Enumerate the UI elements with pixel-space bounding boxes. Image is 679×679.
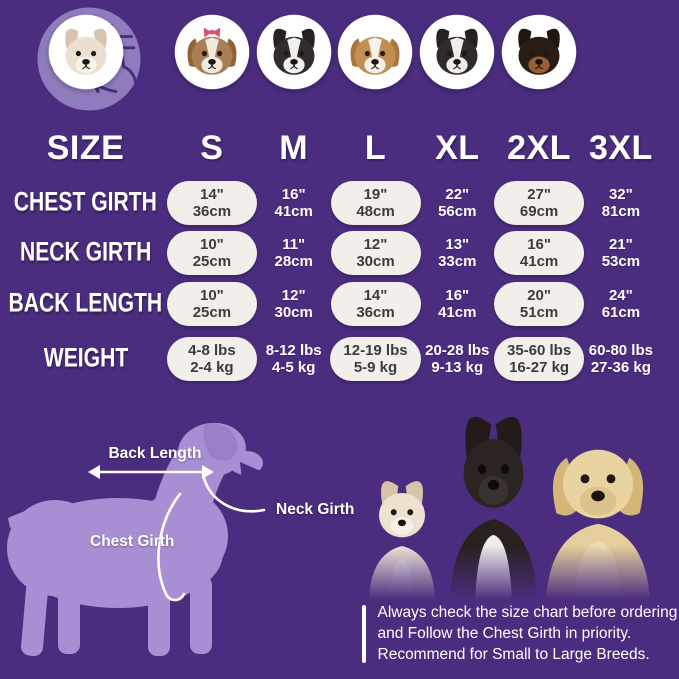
cell-back-s: 10" 25cm: [166, 282, 257, 326]
dog-measurement-diagram: [7, 422, 270, 657]
open-mouth-notch: [240, 462, 270, 481]
cell-neck-3xl: 21" 53cm: [601, 236, 641, 270]
column-header-3xl: 3XL: [588, 128, 653, 167]
beagle-icon: [338, 14, 413, 90]
neck-girth-label: Neck Girth: [276, 501, 355, 518]
cell-weight-xl: 20-28 lbs 9-13 kg: [425, 342, 490, 376]
row-label-back-length: BACK LENGTH: [8, 288, 163, 319]
column-header-m: M: [279, 128, 309, 167]
dog-photo-boston-terrier: [256, 14, 332, 90]
note-accent-bar: [362, 605, 366, 663]
note-line-2: and Follow the Chest Girth in priority.: [377, 625, 632, 642]
chihuahua-icon: [48, 14, 123, 90]
row-label-neck-girth: NECK GIRTH: [19, 237, 152, 268]
neck-girth-curve: [202, 476, 266, 513]
cell-back-3xl: 24" 61cm: [601, 287, 641, 321]
doberman-icon: [501, 14, 577, 90]
dog-photo-border-collie: [419, 14, 495, 90]
cell-chest-xl: 22" 56cm: [438, 186, 477, 220]
cell-neck-m: 11" 28cm: [274, 236, 313, 270]
table-row-back-length: BACK LENGTH 10" 25cm 12" 30cm 14" 36cm 16" 4…: [0, 278, 662, 330]
note-line-3: Recommend for Small to Large Breeds.: [377, 646, 650, 663]
note-line-1: Always check the size chart before order…: [377, 604, 678, 621]
cell-weight-m: 8-12 lbs 4-5 kg: [265, 342, 322, 376]
cell-neck-l: 12" 30cm: [330, 231, 421, 275]
back-length-label: Back Length: [108, 445, 202, 462]
cell-chest-l: 19" 48cm: [330, 181, 421, 225]
arrowhead-left: [88, 465, 100, 479]
shih-tzu-icon: [174, 14, 250, 90]
cell-weight-3xl: 60-80 lbs 27-36 kg: [588, 342, 653, 376]
size-note: Always check the size chart before order…: [362, 602, 677, 665]
cell-back-l: 14" 36cm: [330, 282, 421, 326]
cell-back-2xl: 20" 51cm: [494, 282, 585, 326]
note-text: Always check the size chart before order…: [378, 602, 678, 665]
table-row-chest-girth: CHEST GIRTH 14" 36cm 16" 41cm 19" 48cm 22" 5…: [0, 176, 662, 230]
cell-chest-m: 16" 41cm: [274, 186, 313, 220]
cell-neck-2xl: 16" 41cm: [494, 231, 585, 275]
column-header-xl: XL: [435, 128, 480, 167]
row-label-weight: WEIGHT: [43, 343, 128, 374]
size-corner-label: SIZE: [46, 128, 125, 167]
dog-photo-shih-tzu: [174, 14, 250, 90]
row-label-chest-girth: CHEST GIRTH: [13, 187, 158, 218]
cell-weight-2xl: 35-60 lbs 16-27 kg: [493, 337, 585, 381]
arrowhead-right: [202, 465, 214, 479]
breed-photo-row: [0, 14, 662, 90]
column-header-2xl: 2XL: [507, 128, 572, 167]
dog-ear-shape: [203, 423, 238, 461]
table-row-neck-girth: NECK GIRTH 10" 25cm 11" 28cm 12" 30cm 13" 33…: [0, 228, 662, 278]
chest-girth-curve: [157, 492, 186, 602]
cell-weight-l: 12-19 lbs 5-9 kg: [330, 337, 421, 381]
cell-neck-s: 10" 25cm: [166, 231, 257, 275]
table-row-weight: WEIGHT 4-8 lbs 2-4 kg 8-12 lbs 4-5 kg 12-1…: [0, 330, 662, 388]
bottom-fade-gradient: [345, 545, 679, 607]
cell-chest-s: 14" 36cm: [166, 181, 257, 225]
border-collie-icon: [420, 14, 495, 90]
column-header-s: S: [200, 128, 224, 167]
column-header-l: L: [364, 128, 387, 167]
cell-weight-s: 4-8 lbs 2-4 kg: [166, 337, 257, 381]
dog-photo-chihuahua: [48, 14, 124, 90]
cell-neck-xl: 13" 33cm: [438, 236, 477, 270]
size-header-row: SIZE S M L XL 2XL 3XL: [0, 126, 662, 170]
cell-back-m: 12" 30cm: [274, 287, 313, 321]
boston-terrier-icon: [256, 14, 331, 90]
cell-back-xl: 16" 41cm: [438, 287, 477, 321]
cell-chest-2xl: 27" 69cm: [494, 181, 585, 225]
dog-photo-beagle: [337, 14, 413, 90]
chest-girth-label: Chest Girth: [90, 533, 175, 550]
cell-chest-3xl: 32" 81cm: [601, 186, 641, 220]
dog-photo-doberman: [501, 14, 577, 90]
